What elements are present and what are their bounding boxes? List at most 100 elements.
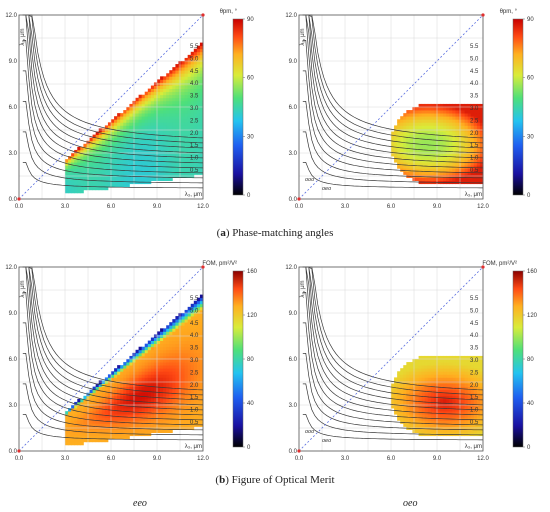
heatmap-cell [467,355,472,360]
heatmap-cell [98,401,103,406]
heatmap-cell [449,371,453,375]
heatmap-cell [464,134,469,139]
heatmap-cell [166,119,170,123]
heatmap-cell [455,119,459,123]
heatmap-cell [467,423,472,427]
heatmap-cell [129,401,133,406]
heatmap-cell [101,153,106,157]
heatmap-cell [452,125,456,129]
heatmap-cell [77,189,81,194]
heatmap-cell [74,189,78,194]
heatmap-cell [163,377,167,381]
heatmap-cell [479,119,484,123]
heatmap-cell [123,371,127,375]
heatmap-cell [92,398,97,403]
heatmap-cell [114,371,118,375]
heatmap-cell [403,165,407,169]
heatmap-cell [190,162,195,166]
heatmap-cell [141,359,146,363]
heatmap-cell [418,156,423,160]
heatmap-cell [160,371,164,375]
heatmap-cell [77,149,81,154]
heatmap-cell [141,429,146,433]
heatmap-cell [193,319,198,323]
heatmap-cell [107,125,112,129]
heatmap-cell [117,146,121,151]
heatmap-cell [181,162,185,166]
heatmap-cell [129,149,133,154]
heatmap-cell [138,149,143,154]
heatmap-cell [135,171,139,175]
heatmap-cell [193,165,198,169]
heatmap-cell [153,153,158,157]
chart-panel-b-right: 0.00.03.03.06.06.09.09.012.012.0λ₃, μmλ₂… [285,261,537,462]
heatmap-cell [166,395,170,400]
heatmap-cell [123,177,127,181]
heatmap-cell [117,171,121,175]
heatmap-cell [150,171,155,175]
heatmap-cell [455,377,459,381]
heatmap-cell [196,322,201,326]
heatmap-cell [199,94,204,99]
heatmap-cell [430,383,435,387]
heatmap-cell [437,383,441,387]
heatmap-cell [80,180,84,185]
heatmap-cell [433,408,438,412]
heatmap-cell [479,383,484,387]
contour-line [22,266,204,396]
heatmap-cell [107,429,112,433]
heatmap-cell [193,352,198,357]
heatmap-cell [193,119,198,123]
heatmap-cell [163,429,167,433]
heatmap-cell [157,417,161,421]
heatmap-cell [181,359,185,363]
heatmap-cell [123,125,127,129]
heatmap-cell [464,159,469,163]
heatmap-cell [65,171,69,175]
contour-level-label: 3.5 [190,94,199,100]
y-tick-label: 3.0 [289,151,298,157]
heatmap-cell [455,143,459,148]
heatmap-cell [120,162,124,166]
heatmap-cell [144,171,149,175]
heatmap-cell [92,414,97,418]
heatmap-cell [196,119,201,123]
heatmap-cell [163,405,167,409]
heatmap-cell [114,429,118,433]
heatmap-cell [391,146,395,151]
heatmap-cell [446,414,450,418]
heatmap-cell [440,429,444,433]
heatmap-cell [433,168,438,172]
heatmap-cell [169,383,173,387]
heatmap-cell [120,177,124,181]
heatmap-cell [424,386,429,391]
heatmap-cell [117,374,121,378]
heatmap-cell [138,362,143,366]
heatmap-cell [89,177,93,181]
heatmap-cell [141,177,146,181]
heatmap-cell [452,171,456,175]
heatmap-cell [74,408,78,412]
heatmap-cell [147,168,152,172]
heatmap-cell [199,113,204,117]
heatmap-cell [172,414,176,418]
heatmap-cell [193,73,198,77]
heatmap-cell [144,125,149,129]
heatmap-cell [181,401,185,406]
heatmap-cell [467,110,472,114]
heatmap-cell [138,408,143,412]
heatmap-cell [150,423,155,427]
heatmap-cell [169,340,173,345]
heatmap-cell [464,116,469,120]
heatmap-cell [153,411,158,415]
heatmap-cell [196,61,201,65]
heatmap-cell [65,180,69,185]
heatmap-cell [440,383,444,387]
heatmap-cell [467,168,472,172]
heatmap-cell [98,398,103,403]
heatmap-cell [421,103,426,108]
heatmap-cell [181,64,185,68]
heatmap-cell [126,429,130,433]
heatmap-cell [190,131,195,135]
heatmap-cell [141,116,146,120]
